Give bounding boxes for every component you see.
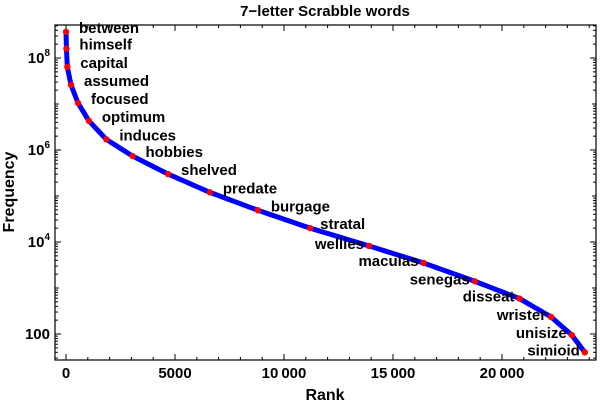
word-point <box>471 278 478 285</box>
x-axis-tick-labels: 0 5000 10 000 15 000 20 000 <box>62 365 525 382</box>
word-label-stratal: stratal <box>320 216 365 233</box>
word-labels: betweenhimselfcapitalassumedfocusedoptim… <box>79 20 580 359</box>
word-point <box>547 313 555 321</box>
y-tick-label: 106 <box>28 140 51 159</box>
word-point <box>103 136 110 143</box>
word-label-shelved: shelved <box>181 162 237 179</box>
word-point <box>164 170 172 178</box>
y-axis-label: Frequency <box>1 151 18 232</box>
word-label-focused: focused <box>91 91 149 108</box>
x-axis-ticks <box>65 25 590 360</box>
word-label-wrister: wrister <box>496 307 546 324</box>
word-point <box>254 207 262 214</box>
word-label-predate: predate <box>223 180 277 197</box>
x-tick-label: 0 <box>62 365 70 382</box>
y-tick-label: 100 <box>25 326 50 343</box>
word-point <box>516 295 523 302</box>
word-label-induces: induces <box>119 127 176 144</box>
word-point <box>85 117 93 125</box>
x-tick-label: 20 000 <box>480 365 525 382</box>
word-point <box>63 45 70 52</box>
word-point <box>420 259 427 267</box>
word-label-maculas: maculas <box>358 253 418 270</box>
y-axis-ticks <box>55 25 596 359</box>
word-label-burgage: burgage <box>271 198 330 215</box>
x-tick-label: 10 000 <box>262 365 307 382</box>
y-tick-label: 104 <box>28 232 51 251</box>
word-label-himself: himself <box>79 37 133 54</box>
word-label-hobbies: hobbies <box>145 144 203 161</box>
y-axis-tick-labels: 100 104 106 108 <box>25 48 50 343</box>
plot-frame <box>54 24 597 361</box>
y-tick-label: 108 <box>28 48 51 67</box>
word-point <box>568 331 575 339</box>
x-axis-label: Rank <box>305 387 344 404</box>
word-point <box>62 28 70 36</box>
word-label-capital: capital <box>80 55 128 72</box>
word-label-senegas: senegas <box>410 271 470 288</box>
x-tick-label: 15 000 <box>371 365 416 382</box>
word-point <box>206 189 214 196</box>
word-label-simioid: simioid <box>527 342 580 359</box>
word-point <box>365 242 373 250</box>
word-label-disseat: disseat <box>463 289 515 306</box>
word-point <box>129 152 136 160</box>
word-point <box>74 99 82 107</box>
word-label-assumed: assumed <box>84 73 149 90</box>
word-point <box>581 349 589 356</box>
word-point <box>306 224 314 232</box>
word-label-wellies: wellies <box>314 236 364 253</box>
word-label-between: between <box>79 20 139 37</box>
word-label-optimum: optimum <box>102 109 165 126</box>
word-point <box>67 81 75 89</box>
x-tick-label: 5000 <box>158 365 191 382</box>
chart-title: 7−letter Scrabble words <box>240 3 410 20</box>
word-point <box>64 63 71 71</box>
word-label-unisize: unisize <box>516 325 567 342</box>
word-points <box>62 28 589 356</box>
